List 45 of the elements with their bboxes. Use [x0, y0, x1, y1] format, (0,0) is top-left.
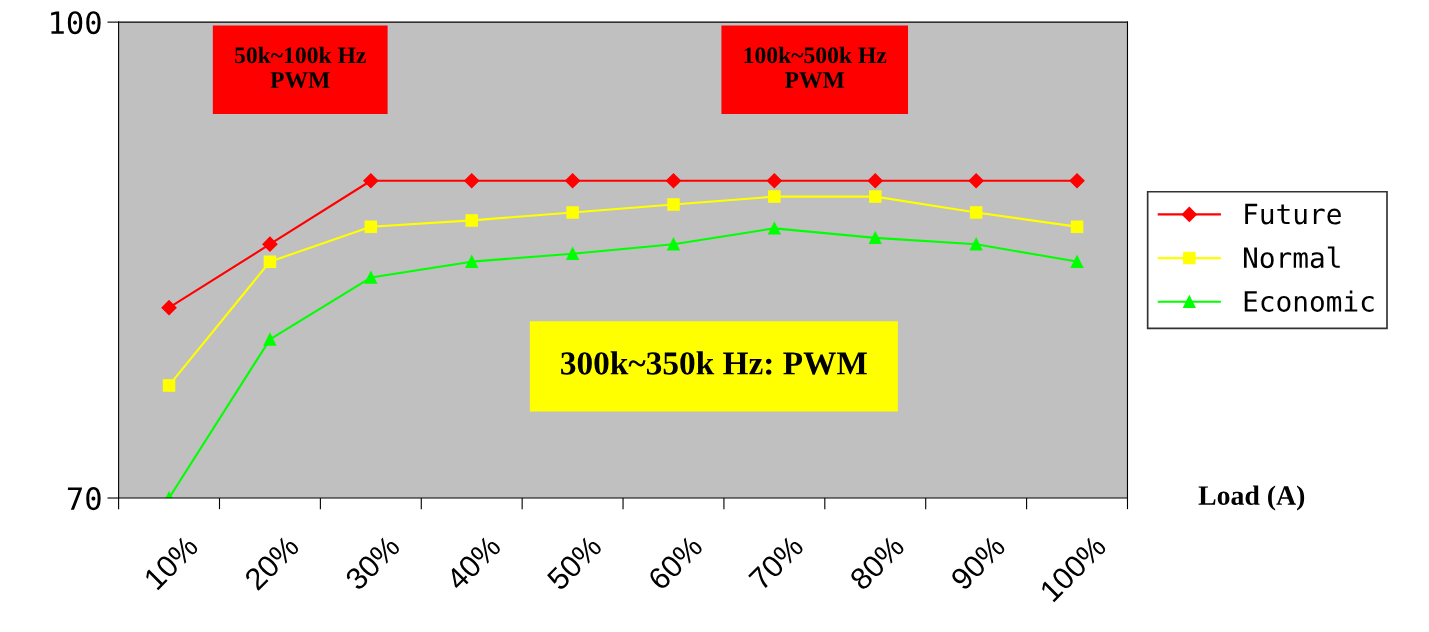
x-tick-label: 70% [747, 534, 805, 591]
y-tick-label: 100 [51, 11, 101, 35]
point [768, 222, 781, 235]
point [363, 173, 379, 189]
legend-label: Future [1245, 203, 1341, 225]
point [667, 237, 680, 251]
legend-label: Economic [1244, 290, 1374, 312]
point [565, 173, 581, 189]
x-tick-label: 50% [545, 534, 603, 592]
x-tick-label: 30% [344, 534, 402, 592]
point [1070, 255, 1084, 268]
point [364, 220, 378, 234]
point [869, 190, 882, 203]
annotation: 50k~100k Hz PWM [234, 46, 366, 89]
point [566, 247, 579, 260]
annotation: 300k~350k Hz: PWM [561, 351, 867, 375]
point [665, 173, 682, 189]
point [969, 206, 983, 219]
point [464, 173, 480, 189]
point [162, 379, 176, 392]
y-tick-label: 70 [67, 487, 101, 511]
point [969, 237, 983, 251]
x-tick-label: 90% [949, 534, 1007, 592]
x-axis-title: Load (A) [1198, 485, 1305, 511]
x-tick-label: 40% [444, 534, 502, 592]
point [869, 231, 882, 245]
point [465, 214, 478, 227]
x-tick-label: 80% [848, 534, 906, 592]
point [262, 236, 278, 252]
point [667, 198, 680, 211]
point [161, 300, 177, 316]
point [566, 206, 579, 219]
point [364, 271, 378, 284]
point [465, 255, 478, 268]
point [1070, 220, 1084, 234]
point [766, 173, 782, 189]
point [263, 333, 277, 346]
point [1069, 173, 1085, 189]
x-tick-label: 60% [647, 534, 704, 591]
annotation: 100k~500k Hz PWM [744, 46, 887, 89]
legend-label: Normal [1243, 246, 1340, 269]
point [968, 173, 984, 189]
point [263, 255, 277, 268]
point [867, 173, 883, 189]
point [768, 190, 781, 203]
